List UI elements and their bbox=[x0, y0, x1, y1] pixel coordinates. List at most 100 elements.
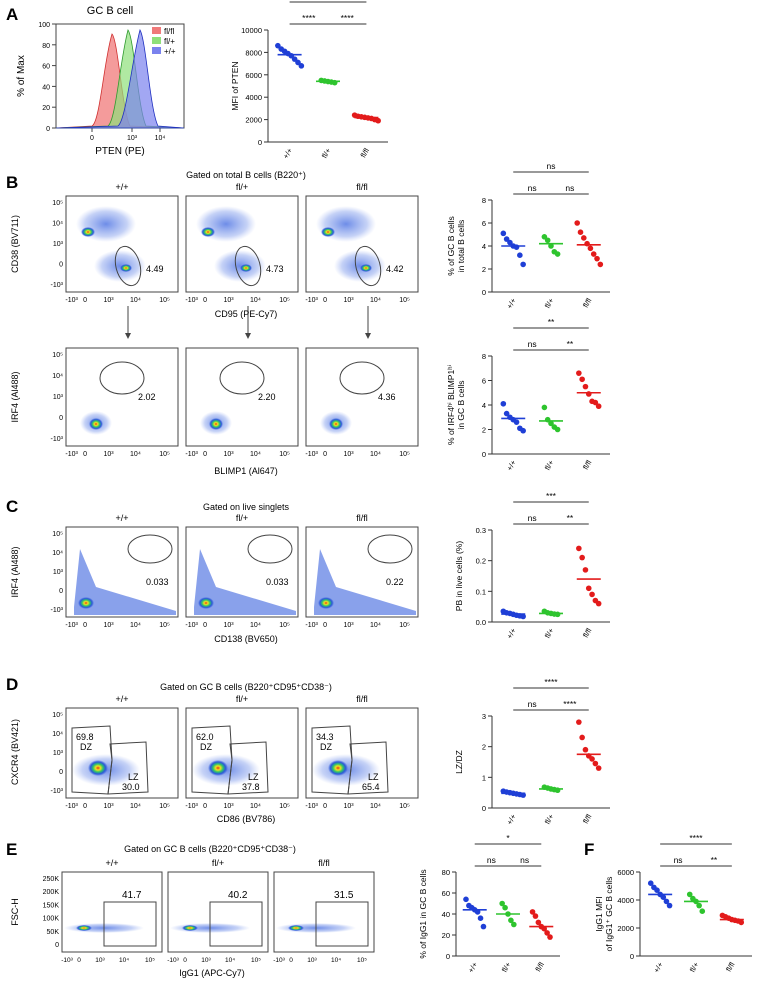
x-category-label: fl/fl bbox=[724, 960, 737, 973]
flow-xtick-label: 0 bbox=[183, 957, 187, 964]
flow-xtick-label: 10⁵ bbox=[159, 803, 170, 810]
y-tick-label: 3 bbox=[482, 712, 486, 721]
data-point-flfl bbox=[589, 756, 595, 762]
density-hotspot bbox=[329, 418, 343, 430]
panel-b-top-flow: Gated on total B cells (B220⁺) +/+ fl/+ fl/… bbox=[10, 170, 419, 339]
flow-xtick-label: -10³ bbox=[185, 622, 198, 629]
y-tick-label: 8 bbox=[482, 352, 486, 361]
gate-percentage: 0.033 bbox=[146, 577, 169, 587]
flow-group-label: fl/fl bbox=[356, 694, 368, 704]
flow-xtick-label: -10³ bbox=[185, 451, 198, 458]
flow-xtick-label: 10⁴ bbox=[370, 803, 381, 810]
pb-gate bbox=[247, 534, 293, 564]
y-tick-label: 20 bbox=[442, 931, 450, 940]
panel-label-a: A bbox=[6, 5, 18, 24]
dot-plot-c: 0.0 0.1 0.2 0.3 PB in live cells (%) +/+ fl/+ f… bbox=[454, 491, 610, 640]
lz-gate bbox=[107, 741, 149, 795]
density-hotspot bbox=[89, 418, 103, 430]
density-hotspot bbox=[182, 925, 198, 931]
cell-population-cloud bbox=[316, 206, 376, 242]
flow-group-label: +/+ bbox=[115, 513, 128, 523]
gate-arrowhead bbox=[125, 333, 131, 339]
y-tick-label: 4000 bbox=[245, 93, 262, 102]
gc-gate bbox=[234, 245, 262, 287]
pb-gate bbox=[367, 534, 413, 564]
lz-percentage: 65.4 bbox=[362, 782, 380, 792]
b-bottom-plot-frame bbox=[65, 347, 179, 447]
flow-xtick-label: 10⁵ bbox=[357, 957, 367, 964]
flow-xtick-label: -10³ bbox=[273, 957, 285, 964]
dz-label: DZ bbox=[200, 742, 212, 752]
flow-xtick-label: 10³ bbox=[103, 451, 114, 458]
x-category-label: fl/fl bbox=[581, 812, 594, 825]
flow-xtick-label: 10⁵ bbox=[159, 622, 170, 629]
igg1-gate bbox=[103, 901, 157, 947]
y-tick-label: 80 bbox=[442, 868, 450, 877]
c-plot-ytick-label: 10⁴ bbox=[52, 550, 63, 557]
significance-label: **** bbox=[563, 699, 577, 709]
data-point-flfl bbox=[535, 919, 542, 926]
legend-swatch-fl-fl bbox=[152, 27, 161, 34]
flow-group-label: +/+ bbox=[115, 182, 128, 192]
data-point- bbox=[513, 244, 520, 250]
x-category-label: fl/+ bbox=[543, 296, 556, 310]
data-point-flfl bbox=[589, 591, 595, 598]
histogram-ytick-label: 80 bbox=[42, 43, 50, 50]
y-tick-label: 2 bbox=[482, 265, 486, 274]
data-point-flfl bbox=[577, 229, 584, 235]
data-point-flfl bbox=[582, 383, 589, 390]
flow-xtick-label: -10³ bbox=[185, 297, 198, 304]
legend-swatch-fl-het bbox=[152, 37, 161, 44]
cell-population-cloud bbox=[94, 250, 146, 282]
y-tick-label: 4000 bbox=[617, 896, 634, 905]
flow-xtick-label: 10⁴ bbox=[130, 622, 141, 629]
flow-xtick-label: -10³ bbox=[65, 451, 78, 458]
flow-xtick-label: -10³ bbox=[305, 803, 318, 810]
e-plot-frame bbox=[273, 871, 375, 953]
flow-xtick-label: 0 bbox=[323, 622, 327, 629]
flow-xtick-label: 10³ bbox=[223, 297, 234, 304]
y-tick-label: 4 bbox=[482, 401, 486, 410]
flow-xtick-label: 0 bbox=[203, 297, 207, 304]
density-hotspot bbox=[76, 925, 92, 931]
data-point-fl bbox=[511, 921, 517, 928]
y-tick-label: 0 bbox=[258, 138, 262, 147]
y-tick-label: 2000 bbox=[617, 924, 634, 933]
b-top-ylabel: CD38 (BV711) bbox=[10, 215, 20, 273]
flow-xtick-label: 10³ bbox=[103, 297, 114, 304]
gate-arrowhead bbox=[245, 333, 251, 339]
data-point- bbox=[517, 252, 523, 258]
legend-label-wt: +/+ bbox=[164, 47, 176, 56]
data-point-fl bbox=[548, 420, 554, 427]
flow-xtick-label: -10³ bbox=[65, 622, 78, 629]
data-point-fl bbox=[544, 237, 551, 244]
c-ylabel: IRF4 (Al488) bbox=[10, 546, 20, 597]
x-category-label: fl/+ bbox=[543, 626, 556, 640]
flow-xtick-label: 10⁴ bbox=[119, 957, 129, 964]
significance-label: ns bbox=[528, 183, 537, 193]
panel-d-flow: Gated on GC B cells (B220⁺CD95⁺CD38⁻) +/+… bbox=[10, 682, 419, 824]
x-category-label: fl/+ bbox=[543, 458, 556, 472]
gate-percentage: 4.49 bbox=[146, 264, 164, 274]
data-point-flfl bbox=[582, 746, 589, 753]
data-point- bbox=[647, 880, 654, 886]
data-point-fl bbox=[554, 251, 561, 257]
panel-d-title: Gated on GC B cells (B220⁺CD95⁺CD38⁻) bbox=[160, 682, 332, 692]
gate-percentage: 0.22 bbox=[386, 577, 404, 587]
flow-xtick-label: 0 bbox=[323, 451, 327, 458]
histogram-xtick-label: 0 bbox=[90, 135, 94, 142]
e-ylabel: FSC-H bbox=[10, 898, 20, 926]
flow-xtick-label: 0 bbox=[83, 803, 87, 810]
histogram-ylabel: % of Max bbox=[16, 55, 27, 97]
e-plot-frame bbox=[167, 871, 269, 953]
flow-xtick-label: 10³ bbox=[223, 622, 234, 629]
data-point-flfl bbox=[597, 261, 604, 268]
panel-label-c: C bbox=[6, 497, 18, 516]
b-top-plot-ytick-label: 10⁴ bbox=[52, 221, 63, 228]
y-axis-label: % of IRF4ʰⁱ BLIMP1ʰⁱ bbox=[446, 365, 456, 445]
flow-xtick-label: 0 bbox=[203, 803, 207, 810]
data-point-flfl bbox=[547, 934, 553, 940]
flow-group-label: fl/fl bbox=[356, 182, 368, 192]
flow-xtick-label: 10⁵ bbox=[399, 622, 410, 629]
data-point-fl bbox=[699, 908, 706, 914]
